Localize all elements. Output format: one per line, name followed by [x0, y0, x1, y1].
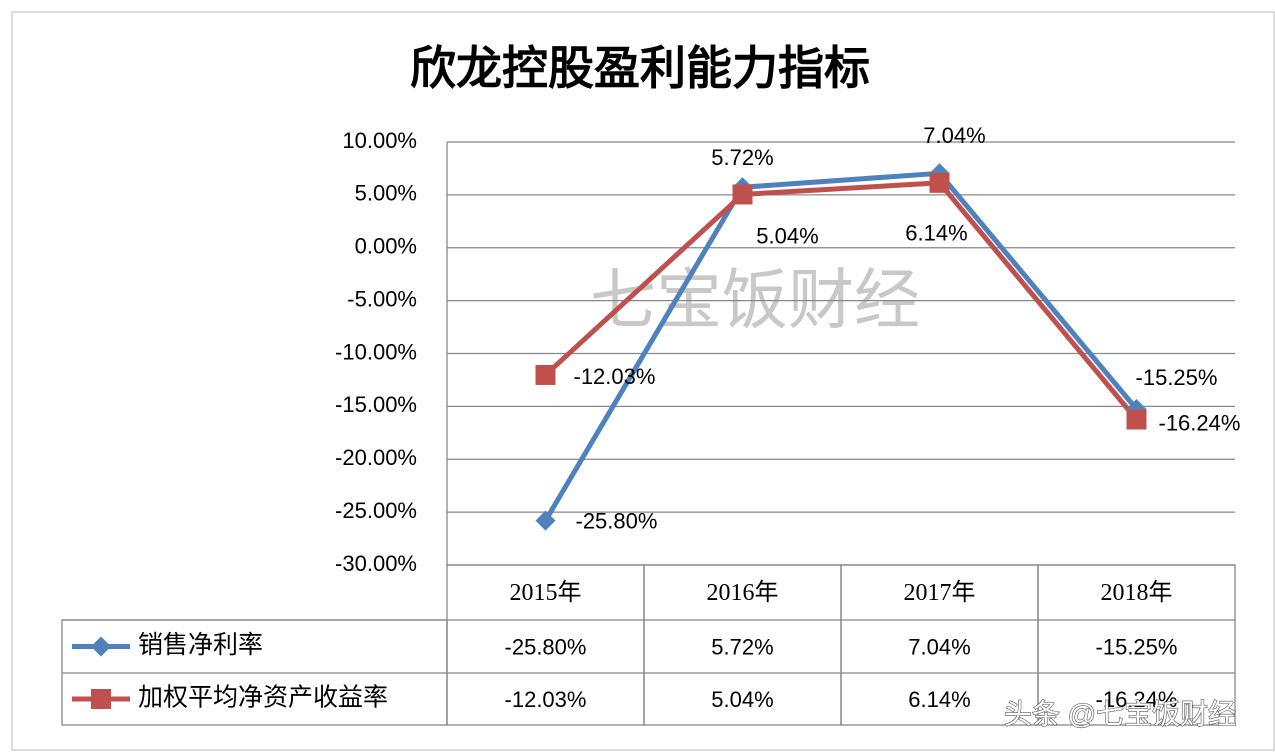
data-label: 5.72% [711, 145, 773, 170]
point [535, 510, 556, 531]
y-tick-label: -25.00% [335, 498, 417, 523]
data-label: -16.24% [1159, 410, 1241, 435]
series-line [543, 170, 1139, 522]
credit: 头条 @七宝饭财经 [1004, 698, 1236, 729]
point [732, 184, 753, 205]
x-tick-label: 2017年 [904, 579, 976, 606]
table-value: -15.25% [1096, 634, 1178, 659]
table-value: -16.24% [1096, 687, 1178, 712]
point [535, 364, 556, 385]
y-tick-label: -5.00% [347, 286, 417, 311]
table-value: 6.14% [908, 687, 970, 712]
table-value: 5.04% [711, 687, 773, 712]
table-value: 7.04% [908, 634, 970, 659]
legend-marker [91, 689, 111, 709]
data-label: -12.03% [574, 364, 656, 389]
plot: -30.00% -25.00% -20.00% -15.00% -10.00% -5.00… [61, 123, 1241, 726]
data-label: 6.14% [905, 221, 967, 246]
table-value: 5.72% [711, 634, 773, 659]
legend-label: 销售净利率 [138, 631, 263, 659]
legend-label: 加权平均净资产收益率 [138, 684, 388, 712]
y-tick-label: 10.00% [342, 128, 417, 153]
series-line [543, 180, 1139, 422]
y-tick-label: -15.00% [335, 392, 417, 417]
y-tick-label: -30.00% [335, 551, 417, 576]
data-label: 5.04% [756, 223, 818, 248]
data-label: -25.80% [576, 508, 658, 533]
y-tick-label: -10.00% [335, 339, 417, 364]
x-tick-label: 2016年 [707, 579, 779, 606]
chart-frame [11, 11, 1275, 751]
watermark: 七宝饭财经 [590, 262, 920, 336]
y-tick-label: 0.00% [355, 234, 417, 259]
y-tick-label: 5.00% [355, 181, 417, 206]
table-value: -12.03% [505, 687, 587, 712]
point [1126, 409, 1147, 430]
point [929, 172, 950, 193]
legend-marker [91, 636, 111, 657]
data-label: 7.04% [923, 123, 985, 148]
x-tick-label: 2018年 [1101, 579, 1173, 606]
table-cell [1037, 564, 1236, 726]
chart-title: 欣龙控股盈利能力指标 [410, 42, 870, 94]
x-tick-label: 2015年 [510, 579, 582, 606]
table-value: -25.80% [505, 634, 587, 659]
data-label: -15.25% [1136, 365, 1218, 390]
y-tick-label: -20.00% [335, 445, 417, 470]
